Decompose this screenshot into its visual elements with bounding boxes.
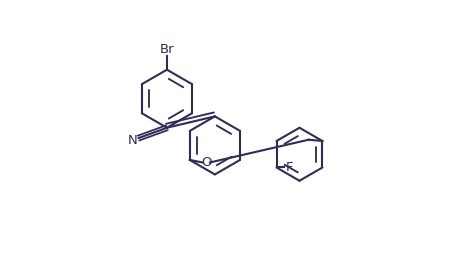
Text: F: F [285,161,293,174]
Text: O: O [201,156,212,169]
Text: N: N [128,134,137,147]
Text: Br: Br [160,43,174,56]
